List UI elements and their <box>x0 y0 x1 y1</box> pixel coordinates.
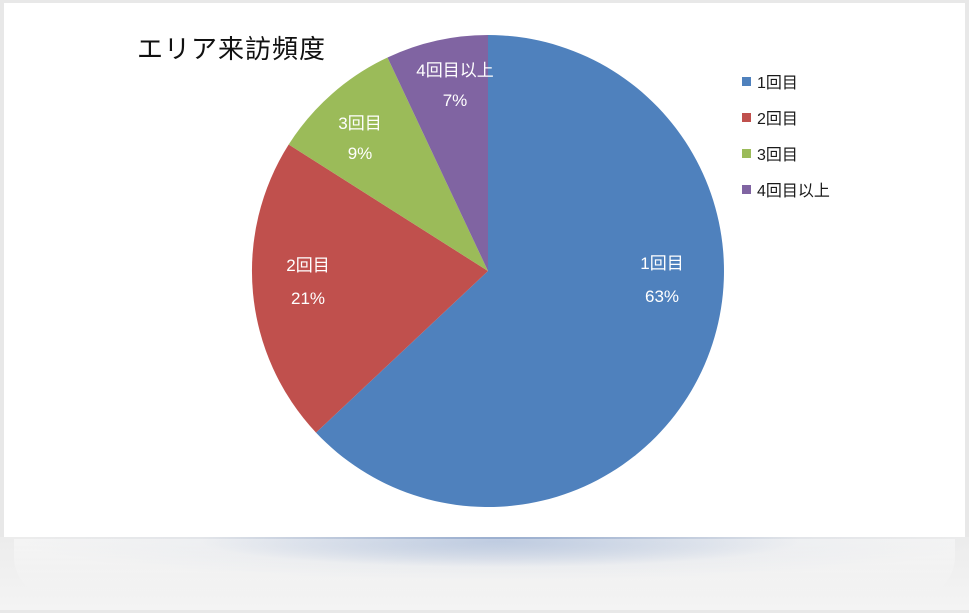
legend-item-4kaime-ijou: 4回目以上 <box>742 171 830 207</box>
legend-item-2kaime: 2回目 <box>742 99 830 135</box>
legend-label: 3回目 <box>757 147 798 164</box>
slice-label-1kaime: 1回目 63% <box>640 247 683 313</box>
pie-slice-2 <box>288 57 488 271</box>
legend-marker-icon <box>742 184 751 194</box>
legend-marker-icon <box>742 112 751 122</box>
pie-chart <box>251 35 724 507</box>
slice-label-percent: 9% <box>347 144 373 163</box>
legend-label: 4回目以上 <box>757 183 830 200</box>
chart-legend: 1回目 2回目 3回目 4回目以上 <box>742 63 830 207</box>
pie-slice-3 <box>387 35 488 271</box>
slice-label-name: 1回目 <box>640 254 684 273</box>
slice-label-percent: 7% <box>442 91 468 110</box>
slice-label-name: 4回目以上 <box>416 61 494 80</box>
slice-label-4kaime-ijou: 4回目以上 7% <box>416 56 493 116</box>
slice-label-name: 3回目 <box>338 114 382 133</box>
slice-label-3kaime: 3回目 9% <box>338 109 381 169</box>
legend-item-3kaime: 3回目 <box>742 135 830 171</box>
legend-label: 2回目 <box>757 111 798 128</box>
legend-marker-icon <box>742 148 751 158</box>
slice-label-percent: 63% <box>644 287 680 306</box>
slice-label-percent: 21% <box>290 289 326 308</box>
pie-slice-0 <box>316 35 724 507</box>
legend-item-1kaime: 1回目 <box>742 63 830 99</box>
pie-slice-1 <box>251 144 488 433</box>
slice-label-2kaime: 2回目 21% <box>286 249 329 315</box>
legend-label: 1回目 <box>757 75 798 92</box>
chart-card: エリア来訪頻度 1回目 63% 2回目 21% 3回目 9% 4回目以上 7% … <box>4 3 965 537</box>
bottom-reflection-strip <box>0 537 969 610</box>
slice-label-name: 2回目 <box>286 256 330 275</box>
chart-title: エリア来訪頻度 <box>137 34 327 64</box>
legend-marker-icon <box>742 76 751 86</box>
bottom-sheen <box>14 539 955 597</box>
